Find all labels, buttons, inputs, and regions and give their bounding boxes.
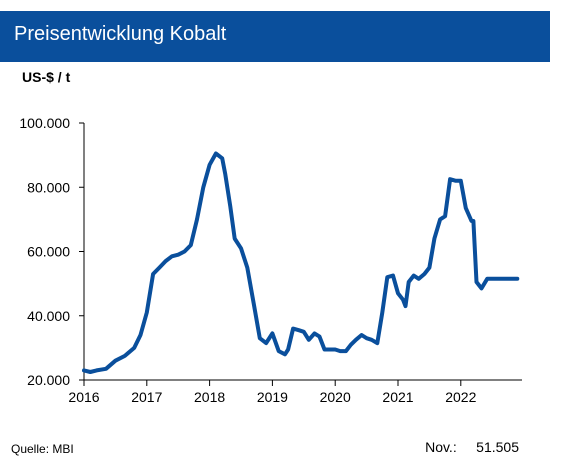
- y-tick-label: 100.000: [19, 115, 70, 131]
- y-tick-label: 40.000: [27, 308, 70, 324]
- x-tick-label: 2020: [320, 389, 351, 405]
- x-tick-label: 2021: [382, 389, 413, 405]
- y-axis-unit-label: US-$ / t: [22, 69, 71, 85]
- chart-title: Preisentwicklung Kobalt: [14, 23, 227, 45]
- y-tick-label: 20.000: [27, 372, 70, 388]
- axes: [79, 122, 522, 386]
- x-tick-label: 2022: [445, 389, 476, 405]
- source-note: Quelle: MBI: [11, 442, 74, 456]
- x-tick-label: 2018: [194, 389, 225, 405]
- latest-value-note: Nov.: 51.505: [425, 439, 519, 455]
- x-tick-label: 2017: [131, 389, 162, 405]
- price-line: [82, 151, 520, 374]
- x-tick-label: 2016: [68, 389, 99, 405]
- y-tick-label: 60.000: [27, 244, 70, 260]
- latest-label: Nov.:: [425, 439, 457, 455]
- tick-labels: 20.000 40.000 60.000 80.000 100.000 2016 2017 2…: [19, 115, 476, 405]
- latest-value: 51.505: [476, 439, 519, 455]
- latest-spacer: [461, 439, 473, 455]
- title-banner: Preisentwicklung Kobalt: [0, 11, 550, 62]
- y-tick-label: 80.000: [27, 179, 70, 195]
- series-lines: [82, 151, 520, 374]
- x-tick-label: 2019: [257, 389, 288, 405]
